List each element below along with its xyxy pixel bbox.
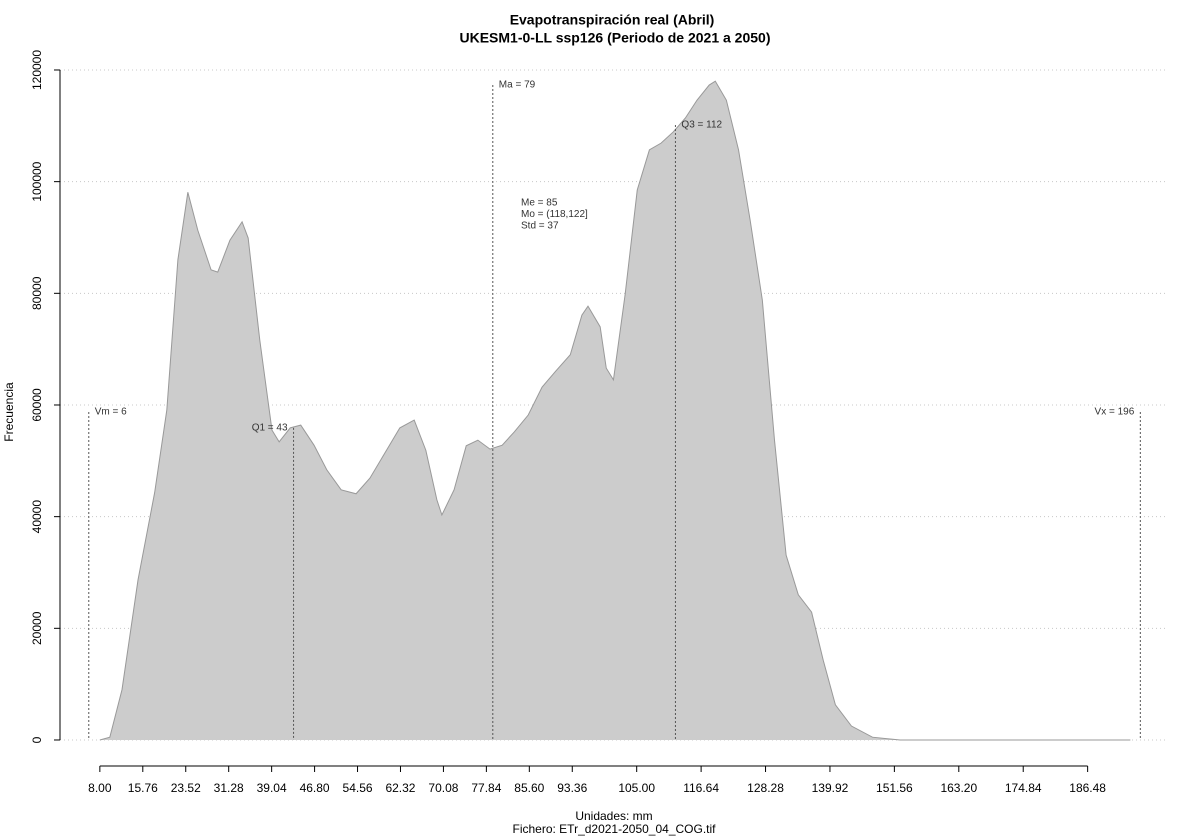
x-tick-label: 54.56 (343, 781, 373, 795)
x-tick-label: 62.32 (385, 781, 415, 795)
x-tick-label: 93.36 (557, 781, 587, 795)
x-tick-label: 163.20 (940, 781, 977, 795)
x-tick-label: 174.84 (1005, 781, 1042, 795)
annotation-label: Ma = 79 (499, 80, 536, 91)
annotation-label: Vm = 6 (95, 407, 127, 418)
annotation-label: Q1 = 43 (252, 423, 288, 434)
x-tick-label: 46.80 (300, 781, 330, 795)
x-tick-label: 8.00 (88, 781, 112, 795)
y-tick-label: 120000 (30, 50, 44, 90)
x-tick-label: 139.92 (812, 781, 849, 795)
y-tick-label: 0 (30, 736, 44, 743)
chart-subtitle: UKESM1-0-LL ssp126 (Periodo de 2021 a 20… (460, 30, 771, 46)
area (99, 81, 1131, 740)
y-tick-label: 100000 (30, 161, 44, 201)
x-axis-sublabel: Fichero: ETr_d2021-2050_04_COG.tif (513, 822, 717, 836)
y-tick-label: 80000 (30, 276, 44, 310)
x-tick-label: 151.56 (876, 781, 913, 795)
x-tick-label: 85.60 (514, 781, 544, 795)
x-tick-label: 105.00 (618, 781, 655, 795)
x-axis-label: Unidades: mm (575, 809, 652, 823)
chart-title: Evapotranspiración real (Abril) (510, 12, 715, 28)
x-tick-label: 116.64 (683, 781, 719, 795)
x-tick-label: 77.84 (471, 781, 501, 795)
annotation-label: Q3 = 112 (681, 120, 722, 131)
x-tick-label: 70.08 (428, 781, 458, 795)
x-tick-label: 128.28 (747, 781, 784, 795)
y-tick-label: 20000 (30, 611, 44, 645)
annotation-label: Vx = 196 (1095, 407, 1135, 418)
x-tick-label: 39.04 (257, 781, 287, 795)
stat-label: Std = 37 (521, 221, 559, 232)
x-tick-label: 31.28 (214, 781, 244, 795)
x-tick-label: 186.48 (1069, 781, 1106, 795)
x-tick-label: 15.76 (128, 781, 158, 795)
y-tick-label: 60000 (30, 388, 44, 422)
area-edge (99, 80, 1131, 741)
x-tick-label: 23.52 (171, 781, 201, 795)
stat-label: Me = 85 (521, 198, 558, 209)
stat-label: Mo = (118,122] (521, 209, 588, 220)
y-axis-label: Frecuencia (2, 382, 16, 442)
y-tick-label: 40000 (30, 500, 44, 534)
